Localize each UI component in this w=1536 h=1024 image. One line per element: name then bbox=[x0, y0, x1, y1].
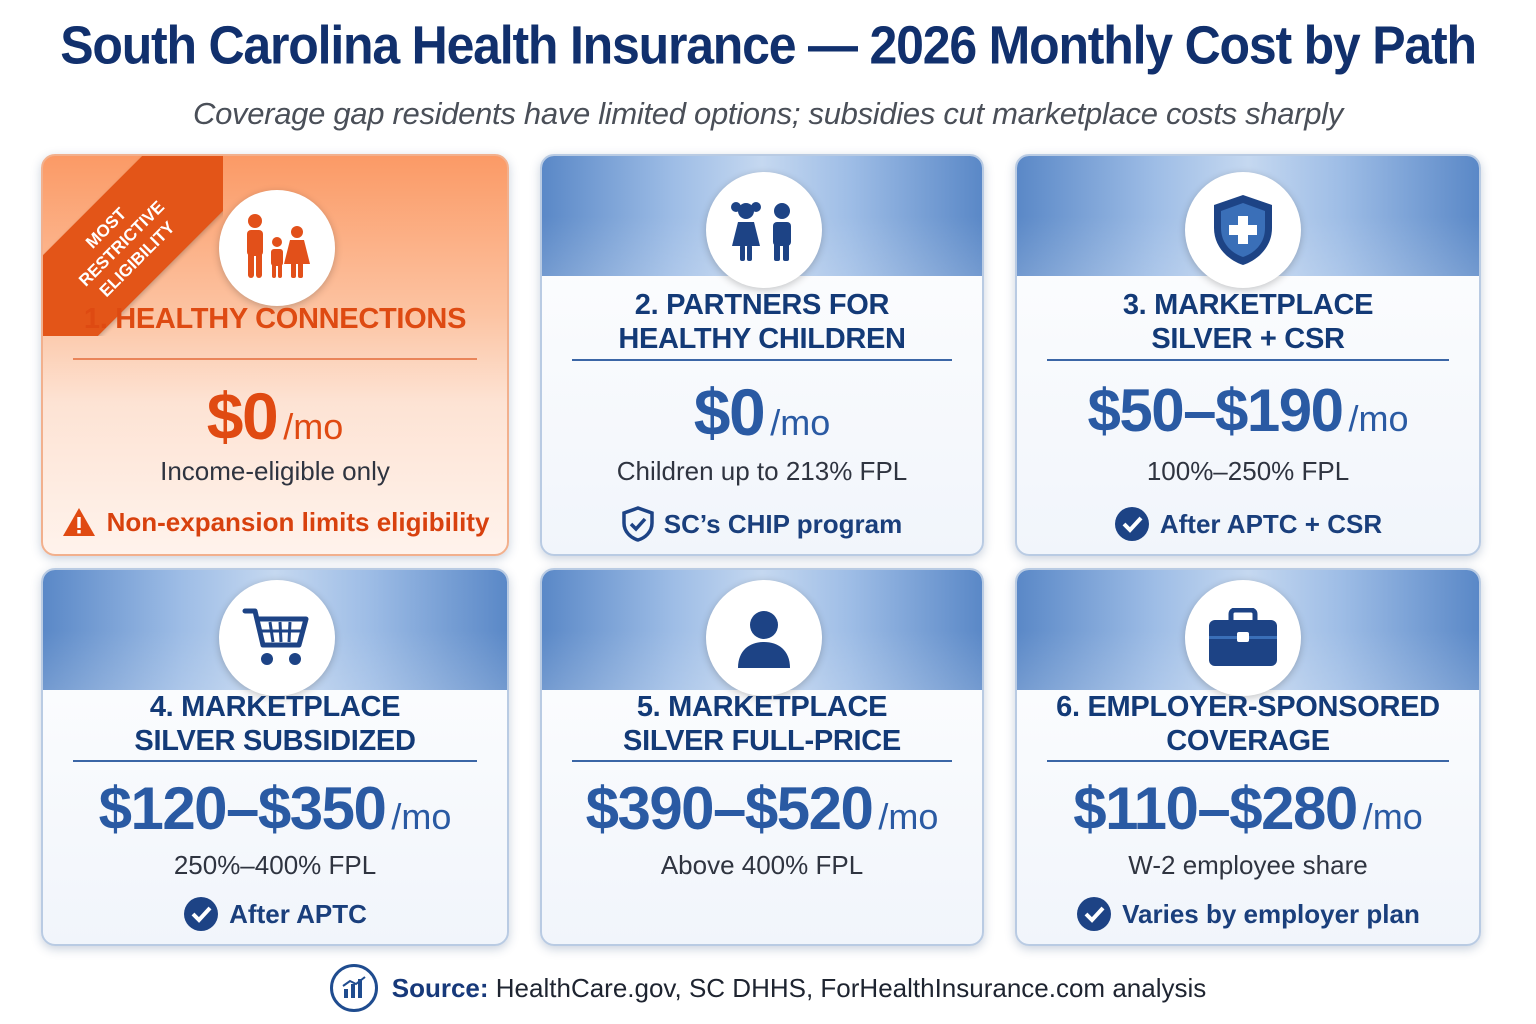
shopping-cart-icon bbox=[219, 580, 335, 696]
card-note: SC’s CHIP program bbox=[542, 506, 982, 542]
price-unit: /mo bbox=[770, 402, 831, 443]
person-icon bbox=[706, 580, 822, 696]
price-unit: /mo bbox=[1348, 398, 1409, 439]
card-marketplace-silver-subsidized: 4. MARKETPLACE SILVER SUBSIDIZED $120–$3… bbox=[41, 568, 509, 946]
card-marketplace-silver-full-price: 5. MARKETPLACE SILVER FULL-PRICE $390–$5… bbox=[540, 568, 984, 946]
card-title-line: SILVER FULL-PRICE bbox=[623, 725, 901, 757]
card-title: 3. MARKETPLACE SILVER + CSR bbox=[1017, 288, 1479, 356]
card-note: Varies by employer plan bbox=[1017, 896, 1479, 932]
card-employer-sponsored: 6. EMPLOYER-SPONSORED COVERAGE $110–$280… bbox=[1015, 568, 1481, 946]
card-description: W-2 employee share bbox=[1128, 850, 1368, 880]
warning-icon bbox=[62, 508, 95, 536]
price-amount: $120–$350 bbox=[98, 775, 387, 842]
card-title-line: 3. MARKETPLACE bbox=[1122, 289, 1374, 321]
card-title: 1. HEALTHY CONNECTIONS bbox=[43, 302, 507, 336]
family-icon bbox=[219, 190, 335, 306]
card-title: 2. PARTNERS FOR HEALTHY CHILDREN bbox=[542, 288, 982, 356]
card-price: $390–$520/mo bbox=[542, 774, 982, 843]
card-note-text: After APTC bbox=[229, 898, 367, 929]
card-title-line: 2. PARTNERS FOR bbox=[634, 289, 890, 321]
card-marketplace-silver-csr: 3. MARKETPLACE SILVER + CSR $50–$190/mo … bbox=[1015, 154, 1481, 556]
children-icon bbox=[706, 172, 822, 288]
card-description: Income-eligible only bbox=[160, 456, 390, 486]
card-title-line: COVERAGE bbox=[1166, 725, 1330, 757]
card-title: 4. MARKETPLACE SILVER SUBSIDIZED bbox=[43, 690, 507, 758]
card-divider bbox=[572, 359, 952, 361]
price-amount: $110–$280 bbox=[1073, 775, 1358, 842]
card-note: After APTC + CSR bbox=[1017, 506, 1479, 542]
card-description: Above 400% FPL bbox=[660, 850, 864, 880]
card-divider bbox=[1047, 359, 1449, 361]
card-note-text: Varies by employer plan bbox=[1122, 898, 1420, 929]
price-unit: /mo bbox=[878, 796, 939, 837]
price-unit: /mo bbox=[391, 796, 452, 837]
card-title-line: 1. HEALTHY CONNECTIONS bbox=[83, 303, 467, 335]
card-divider bbox=[1047, 760, 1449, 762]
card-title-line: 6. EMPLOYER-SPONSORED bbox=[1056, 691, 1440, 723]
check-circle-icon bbox=[1077, 897, 1112, 931]
shield-check-icon bbox=[622, 506, 654, 542]
price-unit: /mo bbox=[283, 406, 344, 447]
card-title-line: 4. MARKETPLACE bbox=[149, 691, 401, 723]
price-amount: $0 bbox=[693, 375, 766, 449]
card-title-line: 5. MARKETPLACE bbox=[636, 691, 888, 723]
price-amount: $0 bbox=[206, 379, 279, 453]
card-price: $0/mo bbox=[542, 374, 982, 450]
source-label: Source: bbox=[391, 972, 489, 1003]
card-note: After APTC bbox=[43, 896, 507, 932]
card-title-line: HEALTHY CHILDREN bbox=[618, 323, 906, 355]
card-divider bbox=[572, 760, 952, 762]
price-amount: $50–$190 bbox=[1087, 377, 1344, 444]
card-divider bbox=[73, 760, 477, 762]
card-description: 100%–250% FPL bbox=[1146, 456, 1350, 486]
card-title-line: SILVER SUBSIDIZED bbox=[134, 725, 416, 757]
card-partners-healthy-children: 2. PARTNERS FOR HEALTHY CHILDREN $0/mo C… bbox=[540, 154, 984, 556]
card-note-text: SC’s CHIP program bbox=[663, 508, 903, 539]
price-unit: /mo bbox=[1362, 796, 1423, 837]
briefcase-icon bbox=[1185, 580, 1301, 696]
bar-chart-icon bbox=[329, 964, 378, 1012]
shield-plus-icon bbox=[1185, 172, 1301, 288]
card-note-text: Non-expansion limits eligibility bbox=[106, 506, 490, 537]
card-price: $50–$190/mo bbox=[1017, 376, 1479, 445]
card-divider bbox=[73, 358, 477, 360]
check-circle-icon bbox=[184, 897, 219, 931]
card-title-line: SILVER + CSR bbox=[1151, 323, 1345, 355]
card-note-text: After APTC + CSR bbox=[1159, 508, 1383, 539]
card-description: 250%–400% FPL bbox=[173, 850, 377, 880]
card-healthy-connections: MOST RESTRICTIVE ELIGIBILITY 1. HEA bbox=[41, 154, 509, 556]
source-text: HealthCare.gov, SC DHHS, ForHealthInsura… bbox=[495, 972, 1207, 1003]
card-price: $0/mo bbox=[43, 378, 507, 454]
card-title: 5. MARKETPLACE SILVER FULL-PRICE bbox=[542, 690, 982, 758]
page-title: South Carolina Health Insurance — 2026 M… bbox=[60, 14, 1477, 76]
card-description: Children up to 213% FPL bbox=[616, 456, 908, 486]
source-footer: Source: HealthCare.gov, SC DHHS, ForHeal… bbox=[0, 962, 1536, 1014]
price-amount: $390–$520 bbox=[585, 775, 874, 842]
card-note: Non-expansion limits eligibility bbox=[43, 506, 507, 538]
page-subtitle: Coverage gap residents have limited opti… bbox=[193, 96, 1343, 131]
card-price: $110–$280/mo bbox=[1017, 774, 1479, 843]
card-title: 6. EMPLOYER-SPONSORED COVERAGE bbox=[1017, 690, 1479, 758]
card-price: $120–$350/mo bbox=[43, 774, 507, 843]
check-circle-icon bbox=[1114, 507, 1149, 541]
